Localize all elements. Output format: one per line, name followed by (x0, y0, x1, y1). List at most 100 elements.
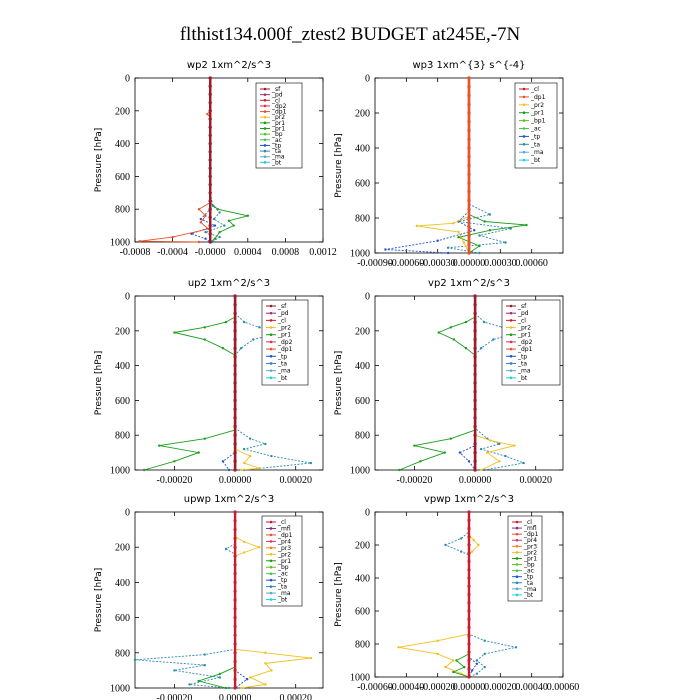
legend-marker (269, 340, 273, 344)
data-point-dp1 (467, 172, 471, 176)
data-point-sf (208, 215, 212, 219)
data-point-sf (473, 416, 477, 420)
data-point-sf (208, 84, 212, 88)
data-point-dp1 (467, 120, 471, 124)
data-point-pr2 (457, 230, 460, 234)
data-point-ta (258, 326, 261, 329)
data-point-cl (233, 519, 237, 523)
data-point-dp1 (467, 163, 471, 168)
legend-marker (515, 593, 519, 597)
panel-1: wp2 1xm^2/s^3 Pressure [hPa] 0 200 400 600 800… (94, 60, 337, 258)
data-point-dp1 (206, 112, 209, 116)
y-tick-label: 0 (365, 292, 370, 303)
legend-label: _cl (517, 317, 526, 324)
data-point-cl (233, 563, 237, 567)
legend-marker (263, 93, 267, 96)
legend-marker (269, 333, 273, 337)
x-tick-label: -0.00020 (420, 682, 456, 693)
legend-label: _bp (271, 131, 283, 138)
data-point-sf (233, 407, 237, 411)
data-point-pr1 (158, 444, 161, 447)
data-point-pr1 (203, 437, 206, 440)
y-tick-label: 1000 (110, 466, 130, 477)
legend-marker (269, 540, 273, 543)
legend: _sf_pd_cl_pr2_pr1_dp2_dp1_tp_ta_ma_bt (261, 299, 309, 386)
data-point-sf (233, 390, 237, 394)
legend-label: _pr1 (277, 558, 291, 565)
data-point-ta (498, 442, 501, 446)
legend-marker (515, 545, 519, 548)
data-point-cl (467, 625, 471, 630)
data-point-cl (467, 576, 471, 580)
legend-label: _tp (271, 142, 281, 149)
legend-label: _pr2 (530, 102, 544, 109)
data-point-tp (384, 248, 387, 251)
data-point-ta (218, 211, 221, 214)
data-point-sf (473, 303, 477, 307)
legend-label: _pr1 (277, 332, 291, 339)
data-point-pr1 (213, 237, 217, 240)
data-point-dp1 (171, 235, 174, 239)
data-point-sf (208, 76, 212, 80)
data-point-pr1 (443, 451, 446, 454)
series-line-ta (444, 512, 517, 678)
data-point-sf (233, 424, 237, 429)
data-point-dp1 (467, 155, 471, 159)
legend-label: _tp (530, 133, 540, 140)
legend-marker (509, 333, 513, 337)
legend-label: _ta (277, 360, 287, 367)
data-point-ta (264, 442, 267, 446)
data-point-ta (504, 241, 507, 244)
data-point-ta (203, 653, 206, 656)
legend-label: _pr2 (523, 549, 537, 556)
legend-label: _dp1 (277, 346, 293, 353)
y-tick-label: 800 (355, 431, 370, 442)
legend-marker (269, 520, 273, 524)
data-point-pr2 (258, 467, 261, 470)
data-point-pr1 (232, 224, 235, 227)
data-point-sf (208, 133, 212, 137)
panel-6: vpwp 1xm^2/s^3 Pressure [hPa] 0 200 400 600 80… (334, 494, 579, 693)
legend-label: _pr1 (523, 555, 537, 562)
y-tick-label: 600 (115, 396, 130, 407)
legend-marker (263, 127, 267, 130)
data-point-ta (459, 537, 463, 540)
legend: _sf_pd_cl_dp2_dp1_pr2_pr1_pr1_bp_ac_tp_t… (255, 82, 303, 169)
legend-marker (509, 369, 513, 372)
panel-4: vp2 1xm^2/s^3 Pressure [hPa] 0 200 400 600 800… (334, 278, 564, 486)
legend-label: _tp (517, 353, 527, 360)
series-line-tp (385, 78, 476, 254)
data-point-pr1 (224, 686, 228, 690)
data-point-sf (233, 372, 237, 376)
legend-label: _sf (277, 303, 287, 310)
legend-label: _ta (271, 148, 281, 155)
x-tick-label: 0.00020 (484, 682, 517, 693)
legend-marker (269, 565, 273, 569)
legend-label: _pr1 (530, 110, 544, 117)
data-point-cl (233, 536, 237, 541)
panel-title: wp3 1xm^{3} s^{-4} (412, 60, 525, 71)
legend-label: _tp (277, 577, 287, 584)
panel-title: vpwp 1xm^2/s^3 (424, 494, 514, 505)
legend-label: _ta (277, 584, 287, 591)
legend-marker (269, 533, 273, 537)
data-point-pr2 (513, 444, 516, 447)
data-point-ta (309, 461, 313, 465)
plot-frame (374, 295, 564, 471)
legend-label: _pr4 (523, 537, 537, 544)
data-point-pr1 (525, 223, 528, 227)
data-point-cl (233, 528, 237, 532)
legend-label: _ac (530, 126, 541, 133)
data-point-dp1 (467, 251, 471, 255)
data-point-pr2 (239, 686, 243, 690)
data-point-sf (233, 451, 237, 455)
legend-label: _pr1 (517, 332, 531, 339)
data-point-pr2 (462, 241, 465, 244)
data-point-pr2 (452, 222, 455, 225)
legend-marker (263, 138, 267, 142)
legend-label: _bp (277, 564, 289, 571)
legend-marker (263, 149, 267, 153)
data-point-sf (233, 320, 237, 324)
data-point-ta (203, 663, 206, 667)
y-axis-label: Pressure [hPa] (94, 351, 104, 416)
